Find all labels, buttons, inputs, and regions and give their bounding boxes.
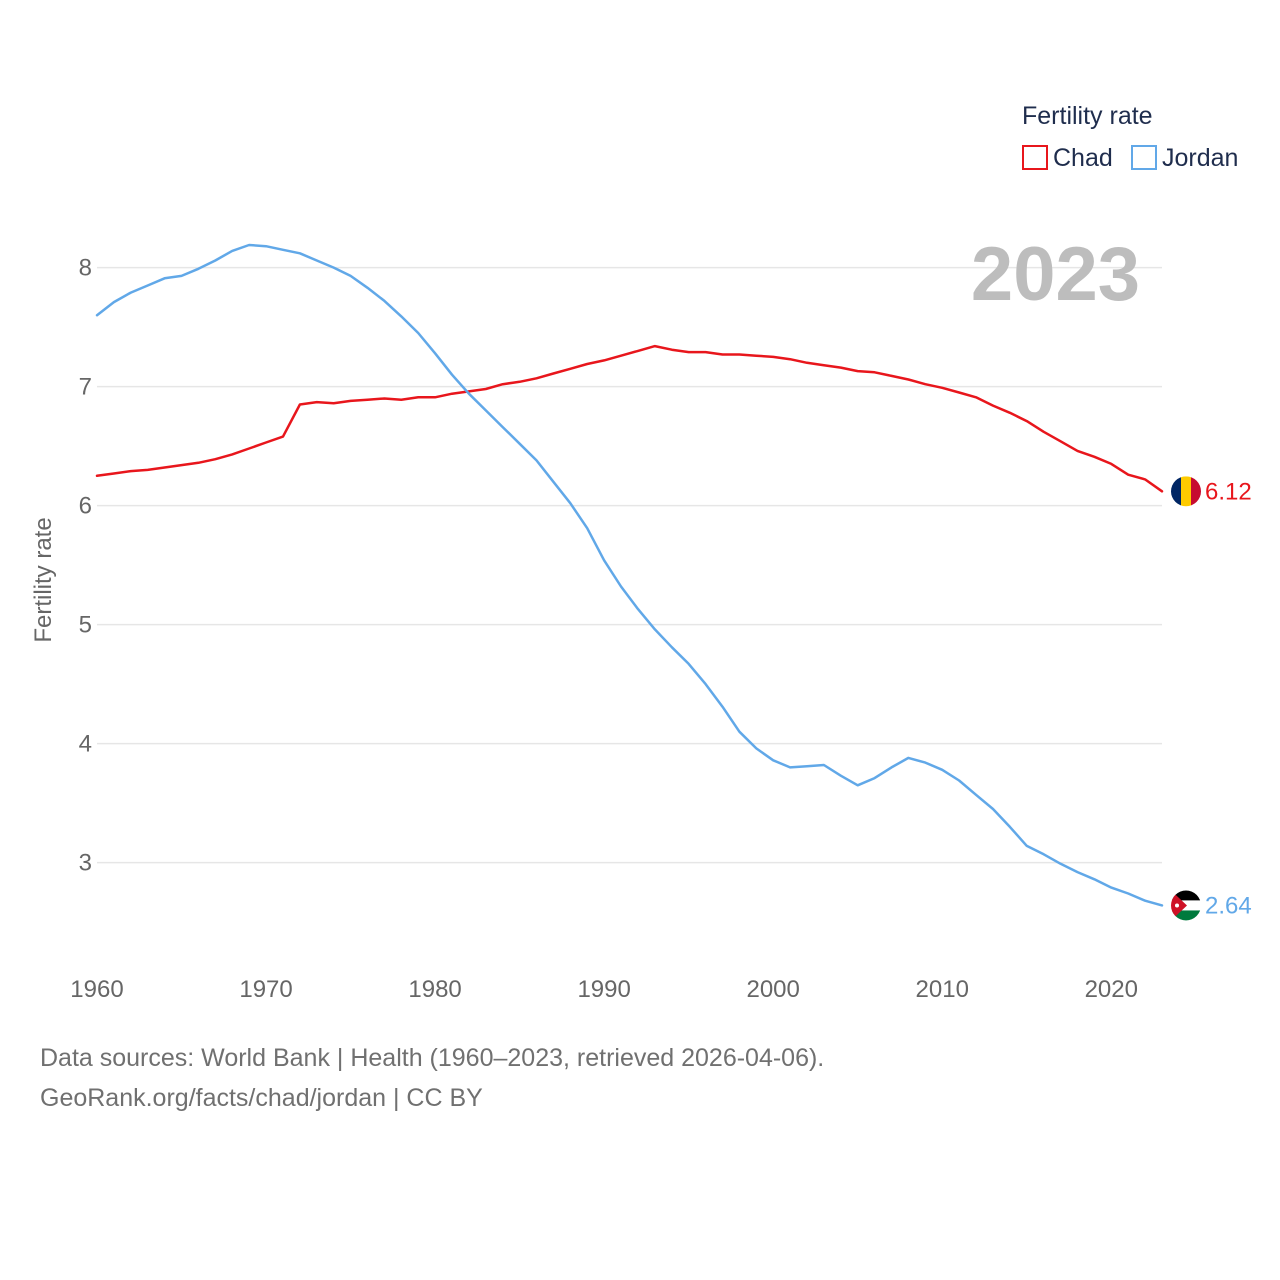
y-axis-title: Fertility rate: [30, 517, 57, 642]
legend-swatch-chad[interactable]: [1022, 145, 1048, 170]
series-lines: [95, 243, 1164, 907]
x-tick-label-2010: 2010: [916, 976, 969, 1003]
end-labels: 6.12 2.64: [1171, 476, 1252, 921]
x-tick-label-1990: 1990: [577, 976, 630, 1003]
x-tick-label-2020: 2020: [1085, 976, 1138, 1003]
legend-label-chad[interactable]: Chad: [1053, 144, 1113, 172]
x-axis: 1960 1970 1980 1990 2000 2010 2020: [70, 976, 1138, 1003]
y-tick-label-3: 3: [79, 850, 92, 877]
chad-flag-icon: [1171, 476, 1201, 507]
legend-label-jordan[interactable]: Jordan: [1162, 144, 1238, 172]
y-axis: 3 4 5 6 7 8: [79, 255, 92, 877]
gridlines: [97, 266, 1162, 864]
end-value-jordan: 2.64: [1205, 892, 1252, 919]
year-label: 2023: [971, 232, 1140, 317]
x-tick-label-1960: 1960: [70, 976, 123, 1003]
x-tick-label-2000: 2000: [746, 976, 799, 1003]
y-tick-label-6: 6: [79, 493, 92, 520]
series-line-jordan[interactable]: [95, 243, 1164, 907]
source-link[interactable]: GeoRank.org/facts/chad/jordan | CC BY: [40, 1084, 483, 1112]
y-tick-label-8: 8: [79, 255, 92, 282]
legend: Fertility rate Chad Jordan: [1022, 102, 1238, 172]
end-value-chad: 6.12: [1205, 478, 1252, 505]
x-tick-label-1970: 1970: [239, 976, 292, 1003]
y-tick-label-7: 7: [79, 374, 92, 401]
series-line-chad[interactable]: [95, 344, 1164, 493]
legend-swatch-jordan[interactable]: [1131, 145, 1157, 170]
data-sources-note: Data sources: World Bank | Health (1960–…: [40, 1044, 825, 1072]
x-tick-label-1980: 1980: [408, 976, 461, 1003]
jordan-flag-icon: [1171, 890, 1201, 921]
y-tick-label-4: 4: [79, 731, 92, 758]
legend-title: Fertility rate: [1022, 102, 1153, 130]
y-tick-label-5: 5: [79, 612, 92, 639]
